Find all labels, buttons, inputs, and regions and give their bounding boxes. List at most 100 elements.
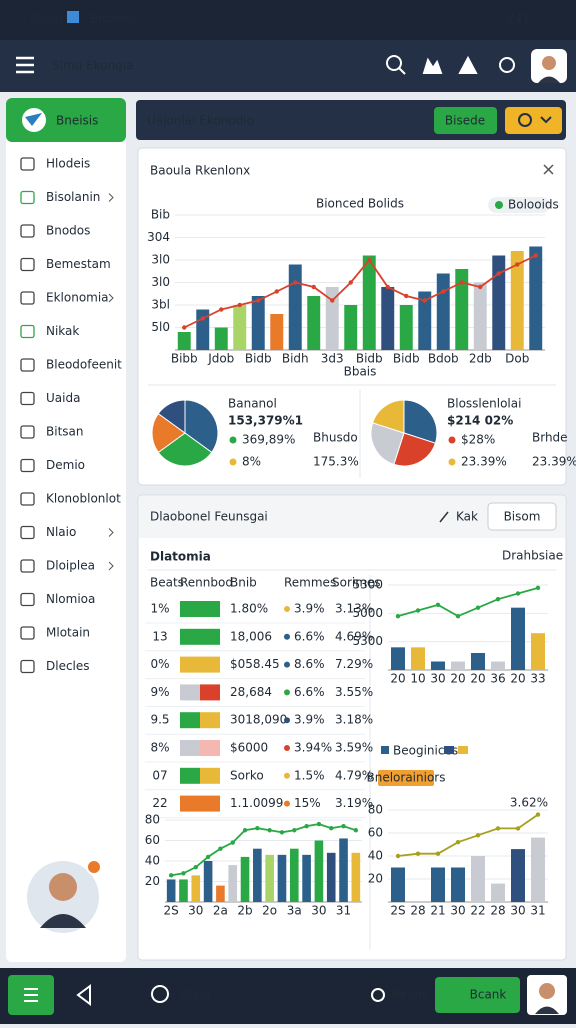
line-series bbox=[397, 586, 539, 618]
sidebar-title: Bneisis bbox=[56, 114, 98, 128]
x-tick-label: 2db bbox=[469, 352, 492, 366]
nav-icon bbox=[20, 458, 35, 473]
line-point bbox=[256, 298, 261, 303]
bar bbox=[166, 879, 176, 902]
pie-title: Bananol bbox=[228, 397, 277, 411]
nav-item[interactable]: Hlodeis bbox=[46, 157, 90, 171]
legend-label: Bolooids bbox=[508, 198, 559, 212]
nav-item[interactable]: Eklonomia bbox=[46, 291, 109, 305]
cell-bar bbox=[200, 712, 220, 729]
bar bbox=[531, 837, 545, 902]
x-tick-label: Bdob bbox=[428, 352, 459, 366]
legend-label: 369,89% bbox=[242, 433, 295, 447]
line-point bbox=[495, 826, 501, 831]
table-cell: 9% bbox=[150, 685, 169, 699]
nav-item[interactable]: Demio bbox=[46, 458, 85, 472]
nav-item[interactable]: Bleodofeenit bbox=[46, 358, 122, 372]
nav-item[interactable]: Nlaio bbox=[46, 525, 76, 539]
line-point bbox=[219, 307, 224, 312]
table-cell: 0% bbox=[150, 657, 169, 671]
bar bbox=[411, 647, 425, 670]
cell-bar bbox=[180, 795, 220, 812]
x-tick-label: 31 bbox=[530, 904, 545, 918]
y-tick-label: 20 bbox=[368, 872, 383, 886]
nav-icon bbox=[20, 626, 35, 640]
bar bbox=[251, 296, 265, 350]
table-cell: $058.45 bbox=[230, 657, 280, 671]
x-tick-label: Dob bbox=[505, 352, 529, 366]
user-suit bbox=[40, 914, 86, 928]
cell-bar bbox=[200, 767, 220, 784]
nav-item[interactable]: Klonoblonlot bbox=[46, 492, 121, 506]
x-tick-label: Bibb bbox=[171, 352, 198, 366]
search-icon[interactable] bbox=[151, 985, 169, 1003]
button-label: Bisom bbox=[504, 510, 541, 524]
avatar-suit bbox=[535, 1006, 559, 1014]
table-header: Rennbod bbox=[180, 576, 233, 590]
refresh-icon[interactable] bbox=[371, 988, 385, 1002]
table-header: Remmes bbox=[284, 576, 336, 590]
table-cell: 1.80% bbox=[230, 602, 268, 616]
nav-item[interactable]: Mlotain bbox=[46, 626, 90, 640]
nav-item[interactable]: Bitsan bbox=[46, 425, 83, 439]
pie-slice bbox=[370, 422, 405, 466]
panel-link[interactable]: Kak bbox=[456, 510, 478, 524]
panel-button[interactable] bbox=[487, 502, 557, 531]
bar bbox=[351, 852, 361, 902]
bar bbox=[277, 854, 287, 902]
legend-label: $28% bbox=[461, 433, 495, 447]
back-button[interactable] bbox=[76, 984, 91, 1006]
menu-icon[interactable] bbox=[16, 56, 34, 74]
line-point bbox=[274, 289, 279, 294]
nav-item[interactable]: Dlecles bbox=[46, 659, 90, 673]
nav-icon bbox=[20, 291, 35, 305]
x-tick-label: 10 bbox=[410, 672, 425, 686]
line-point bbox=[533, 253, 538, 258]
pie-slice bbox=[157, 432, 213, 467]
bottom-button[interactable] bbox=[435, 977, 520, 1013]
header-button[interactable] bbox=[434, 107, 497, 134]
line-point bbox=[475, 833, 481, 838]
bar bbox=[228, 865, 238, 902]
status-badge bbox=[86, 859, 102, 875]
table-cell: 3.9% bbox=[294, 713, 325, 727]
nav-item[interactable]: Uaida bbox=[46, 391, 80, 405]
panel-title: Dlaobonel Feunsgai bbox=[150, 510, 268, 524]
nav-item[interactable]: Dloiplea bbox=[46, 559, 95, 573]
app-bar-icons[interactable] bbox=[386, 55, 515, 75]
cell-dot bbox=[284, 772, 290, 779]
nav-icon bbox=[20, 358, 35, 372]
legend-swatch bbox=[458, 746, 468, 754]
table-cell: 15% bbox=[294, 796, 321, 810]
nav-item[interactable]: Nikak bbox=[46, 324, 79, 338]
chevron bbox=[108, 193, 114, 202]
nav-item[interactable]: Bemestam bbox=[46, 257, 111, 271]
y-tick-label: 5300 bbox=[352, 634, 383, 648]
bar bbox=[314, 840, 324, 902]
close-button[interactable] bbox=[543, 164, 554, 175]
bar bbox=[455, 269, 469, 350]
pie-slice bbox=[151, 412, 186, 454]
table-cell: 1.1.0099 bbox=[230, 796, 283, 810]
cell-dot bbox=[284, 606, 290, 612]
line-point bbox=[218, 846, 223, 851]
header-dropdown[interactable] bbox=[505, 107, 562, 134]
x-tick-label: 2S bbox=[164, 904, 179, 918]
nav-item[interactable]: Bnodos bbox=[46, 224, 90, 238]
dropdown[interactable]: Drahbsiae bbox=[502, 549, 563, 563]
bar bbox=[431, 661, 445, 670]
table-cell: 7.29% bbox=[335, 657, 373, 671]
nav-item[interactable]: Nlomioa bbox=[46, 592, 95, 606]
y-tick-label: 304 bbox=[147, 230, 170, 244]
cell-bar bbox=[180, 740, 200, 756]
line-point bbox=[422, 298, 427, 303]
nav-item[interactable]: Bisolanin bbox=[46, 190, 100, 204]
bar bbox=[471, 856, 485, 902]
table-cell: 9.5 bbox=[150, 713, 169, 727]
table-cell: 6.6% bbox=[294, 685, 325, 699]
nav-icon bbox=[20, 425, 35, 439]
line-point bbox=[267, 828, 272, 833]
x-tick-label: 2a bbox=[213, 904, 228, 918]
line-point bbox=[459, 280, 464, 285]
